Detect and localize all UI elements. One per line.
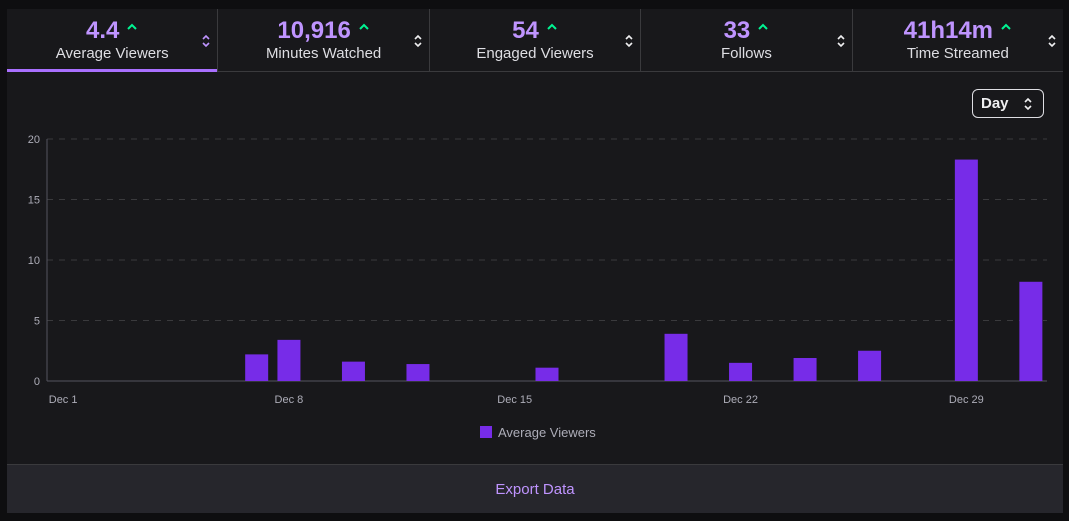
stat-label: Follows (720, 45, 772, 62)
y-tick-label: 20 (28, 134, 40, 146)
y-tick-label: 15 (28, 195, 40, 207)
x-tick-label: Dec 15 (497, 394, 532, 406)
bar-dec-31[interactable] (1019, 281, 1043, 381)
bar-dec-29[interactable] (954, 159, 978, 381)
trend-up-icon (758, 23, 768, 30)
sort-arrows-icon (1024, 97, 1032, 111)
sort-arrows-icon (1048, 34, 1056, 48)
x-tick-label: Dec 8 (275, 394, 304, 406)
chart-legend: Average Viewers (480, 424, 596, 440)
bar-dec-22[interactable] (729, 362, 753, 381)
trend-up-icon (127, 23, 138, 30)
stat-value-row: 54 (430, 17, 640, 45)
stat-tab-average-viewers[interactable]: 4.4 Average Viewers (7, 9, 219, 72)
sort-arrows-icon (837, 34, 845, 48)
bar-dec-10[interactable] (341, 361, 365, 381)
stat-tab-engaged-viewers[interactable]: 54 Engaged Viewers (430, 9, 642, 71)
stat-value: 41h14m (903, 17, 994, 44)
stats-tabs: 4.4 Average Viewers 10,916 Minutes Watched 5… (7, 9, 1063, 72)
bar-dec-8[interactable] (277, 339, 301, 381)
bar-dec-16[interactable] (535, 367, 559, 381)
x-tick-label: Dec 22 (723, 394, 758, 406)
export-data-button[interactable]: Export Data (489, 480, 580, 499)
stat-value: 4.4 (86, 17, 120, 44)
stat-label: Minutes Watched (265, 45, 382, 62)
bar-dec-7[interactable] (245, 354, 269, 381)
trend-up-icon (359, 23, 369, 30)
stat-value-row: 4.4 (7, 17, 217, 45)
stat-value-row: 41h14m (853, 17, 1063, 45)
sort-arrows-icon (202, 34, 210, 48)
bar-dec-12[interactable] (406, 364, 430, 381)
stat-value-row: 33 (641, 17, 851, 45)
analytics-panel: 4.4 Average Viewers 10,916 Minutes Watched 5… (7, 9, 1063, 513)
sort-arrows-icon (414, 34, 422, 48)
trend-up-icon (547, 23, 557, 30)
stat-label: Average Viewers (55, 45, 169, 62)
stat-tab-time-streamed[interactable]: 41h14m Time Streamed (853, 9, 1063, 71)
legend-swatch (480, 426, 492, 438)
trend-up-icon (1001, 23, 1011, 30)
legend-label: Average Viewers (498, 424, 596, 440)
interval-select[interactable]: Day (972, 89, 1044, 118)
average-viewers-chart: 0 5 10 15 20 Dec 1 Dec 8 Dec 15 Dec 22 Dec 29 (28, 134, 1047, 406)
stat-value: 33 (723, 17, 751, 44)
stat-value: 10,916 (277, 17, 351, 44)
stat-value-row: 10,916 (218, 17, 428, 45)
stat-value: 54 (512, 17, 539, 44)
stat-label: Engaged Viewers (476, 45, 594, 62)
bar-dec-20[interactable] (664, 333, 688, 381)
y-tick-label: 0 (34, 376, 40, 388)
sort-arrows-icon (625, 34, 633, 48)
stat-tab-minutes-watched[interactable]: 10,916 Minutes Watched (218, 9, 430, 71)
interval-select-value: Day (981, 95, 1009, 112)
bar-dec-24[interactable] (793, 358, 817, 381)
stat-tab-follows[interactable]: 33 Follows (641, 9, 853, 71)
y-tick-label: 10 (28, 255, 40, 267)
y-tick-label: 5 (34, 316, 40, 328)
bar-dec-26[interactable] (858, 350, 882, 381)
footer: Export Data (7, 464, 1063, 513)
x-tick-label: Dec 1 (49, 394, 78, 406)
x-tick-label: Dec 29 (949, 394, 984, 406)
stat-label: Time Streamed (906, 45, 1009, 62)
